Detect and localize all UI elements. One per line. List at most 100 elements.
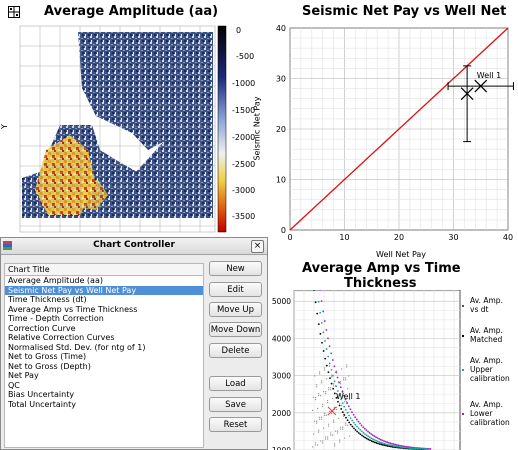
- data-point[interactable]: [474, 79, 488, 93]
- series-1-point: [354, 429, 357, 431]
- dialog-titlebar[interactable]: Chart Controller ×: [1, 238, 267, 255]
- series-2-point: [373, 439, 376, 441]
- chart-list-item[interactable]: Time Thickness (dt): [8, 295, 87, 304]
- data-point[interactable]: [460, 87, 474, 101]
- chart-list-item[interactable]: Net to Gross (Time): [8, 352, 87, 361]
- data-point: [340, 426, 342, 428]
- data-point: [325, 391, 327, 393]
- data-point: [336, 406, 338, 409]
- chart-list-item[interactable]: QC: [8, 380, 20, 390]
- y-tick-label: 10: [276, 176, 286, 185]
- series-0-point: [394, 443, 397, 446]
- series-1-point: [345, 416, 347, 419]
- grid-icon[interactable]: [8, 6, 20, 18]
- close-icon[interactable]: ×: [251, 240, 264, 253]
- data-point: [318, 429, 320, 431]
- series-0-point: [383, 440, 385, 442]
- legend-label: vs dt: [470, 305, 489, 314]
- legend-entry: Av. Amp. Upper calibration: [462, 356, 510, 383]
- legend-label: Av. Amp.: [470, 296, 503, 305]
- series-0-point: [389, 442, 392, 445]
- series-0-point: [354, 416, 357, 419]
- series-2-point: [380, 441, 382, 444]
- chart-list-item[interactable]: Time - Depth Correction: [8, 314, 104, 323]
- y-tick-label: 3000: [272, 372, 291, 381]
- chart-title-column-header[interactable]: Chart Title: [4, 263, 204, 276]
- legend-label: Av. Amp.: [470, 400, 503, 409]
- series-0-point: [395, 444, 398, 446]
- data-point: [342, 426, 344, 428]
- load-button[interactable]: Load: [209, 376, 262, 391]
- series-1-point: [337, 400, 339, 403]
- series-1-point: [388, 445, 391, 448]
- edit-button[interactable]: Edit: [209, 282, 262, 297]
- chart-list[interactable]: Average Amplitude (aa) Seismic Net Pay vs…: [4, 276, 204, 448]
- series-2-point: [405, 446, 408, 449]
- data-point: [334, 408, 336, 411]
- move-up-button[interactable]: Move Up: [209, 302, 262, 317]
- series-1-point: [375, 442, 378, 444]
- chart-list-item[interactable]: Normalised Std. Dev. (for ntg of 1): [8, 342, 146, 352]
- data-point: [330, 434, 332, 436]
- series-1-point: [343, 414, 346, 416]
- chart-list-item[interactable]: Total Uncertainty: [8, 399, 76, 409]
- series-0-point: [368, 431, 371, 434]
- legend-marker: [462, 413, 464, 415]
- data-point: [322, 440, 324, 442]
- chart-list-item[interactable]: Average Amp vs Time Thickness: [8, 304, 138, 314]
- chart-list-item[interactable]: Relative Correction Curves: [8, 333, 115, 342]
- data-point: [339, 402, 341, 405]
- series-2-point: [404, 446, 406, 449]
- series-0-point: [391, 442, 393, 445]
- series-2-point: [340, 398, 342, 401]
- chart-list-item[interactable]: Bias Uncertainty: [8, 390, 75, 399]
- chart-list-item[interactable]: Net Pay: [8, 371, 39, 380]
- chart-list-item[interactable]: Seismic Net Pay vs Well Net Pay: [5, 285, 203, 295]
- series-0-point: [392, 443, 395, 446]
- amplitude-map-plot[interactable]: [0, 0, 290, 240]
- series-2-point: [408, 447, 411, 450]
- series-0-point: [357, 420, 360, 423]
- amp-time-plot[interactable]: 1000 2000 3000 4000 5000 Well 1: [262, 290, 462, 450]
- y-tick-label: 30: [276, 75, 286, 84]
- data-point: [328, 389, 330, 391]
- series-2-point: [376, 440, 379, 443]
- move-down-button[interactable]: Move Down: [209, 322, 262, 337]
- chart-list-item[interactable]: Correction Curve: [8, 323, 76, 333]
- data-point: [345, 424, 347, 426]
- data-point: [327, 401, 329, 404]
- chart-list-item[interactable]: Average Amplitude (aa): [8, 276, 103, 285]
- data-point: [329, 410, 331, 413]
- well-marker[interactable]: [327, 406, 337, 416]
- data-point: [315, 442, 317, 444]
- net-pay-plot[interactable]: 0 10 20 30 40 0 10 20 30 40 Well 1: [260, 20, 518, 260]
- series-2-point: [325, 348, 328, 350]
- data-point: [337, 430, 339, 432]
- series-1-point: [322, 350, 325, 352]
- series-2-point: [348, 414, 350, 417]
- data-point: [331, 376, 333, 378]
- series-2-point: [332, 374, 334, 377]
- series-1-point: [369, 439, 371, 442]
- new-button[interactable]: New: [209, 261, 262, 276]
- series-0-point: [346, 402, 349, 404]
- series-2-point: [356, 425, 358, 428]
- series-0-point: [362, 426, 365, 428]
- series-2-point: [389, 444, 392, 447]
- save-button[interactable]: Save: [209, 397, 262, 412]
- legend-label: Upper: [470, 365, 493, 374]
- chart-list-item[interactable]: Net to Gross (Depth): [8, 361, 91, 371]
- data-point: [333, 419, 335, 421]
- series-2-point: [324, 340, 326, 342]
- series-0-point: [378, 437, 381, 440]
- series-0-point: [400, 445, 403, 447]
- series-0-point: [355, 418, 358, 421]
- delete-button[interactable]: Delete: [209, 343, 262, 358]
- series-0-point: [386, 441, 389, 444]
- reset-button[interactable]: Reset: [209, 417, 262, 432]
- data-point: [339, 439, 341, 441]
- data-point: [318, 395, 320, 397]
- series-2-point: [357, 427, 360, 430]
- series-2-point: [394, 445, 397, 448]
- data-point: [320, 440, 322, 442]
